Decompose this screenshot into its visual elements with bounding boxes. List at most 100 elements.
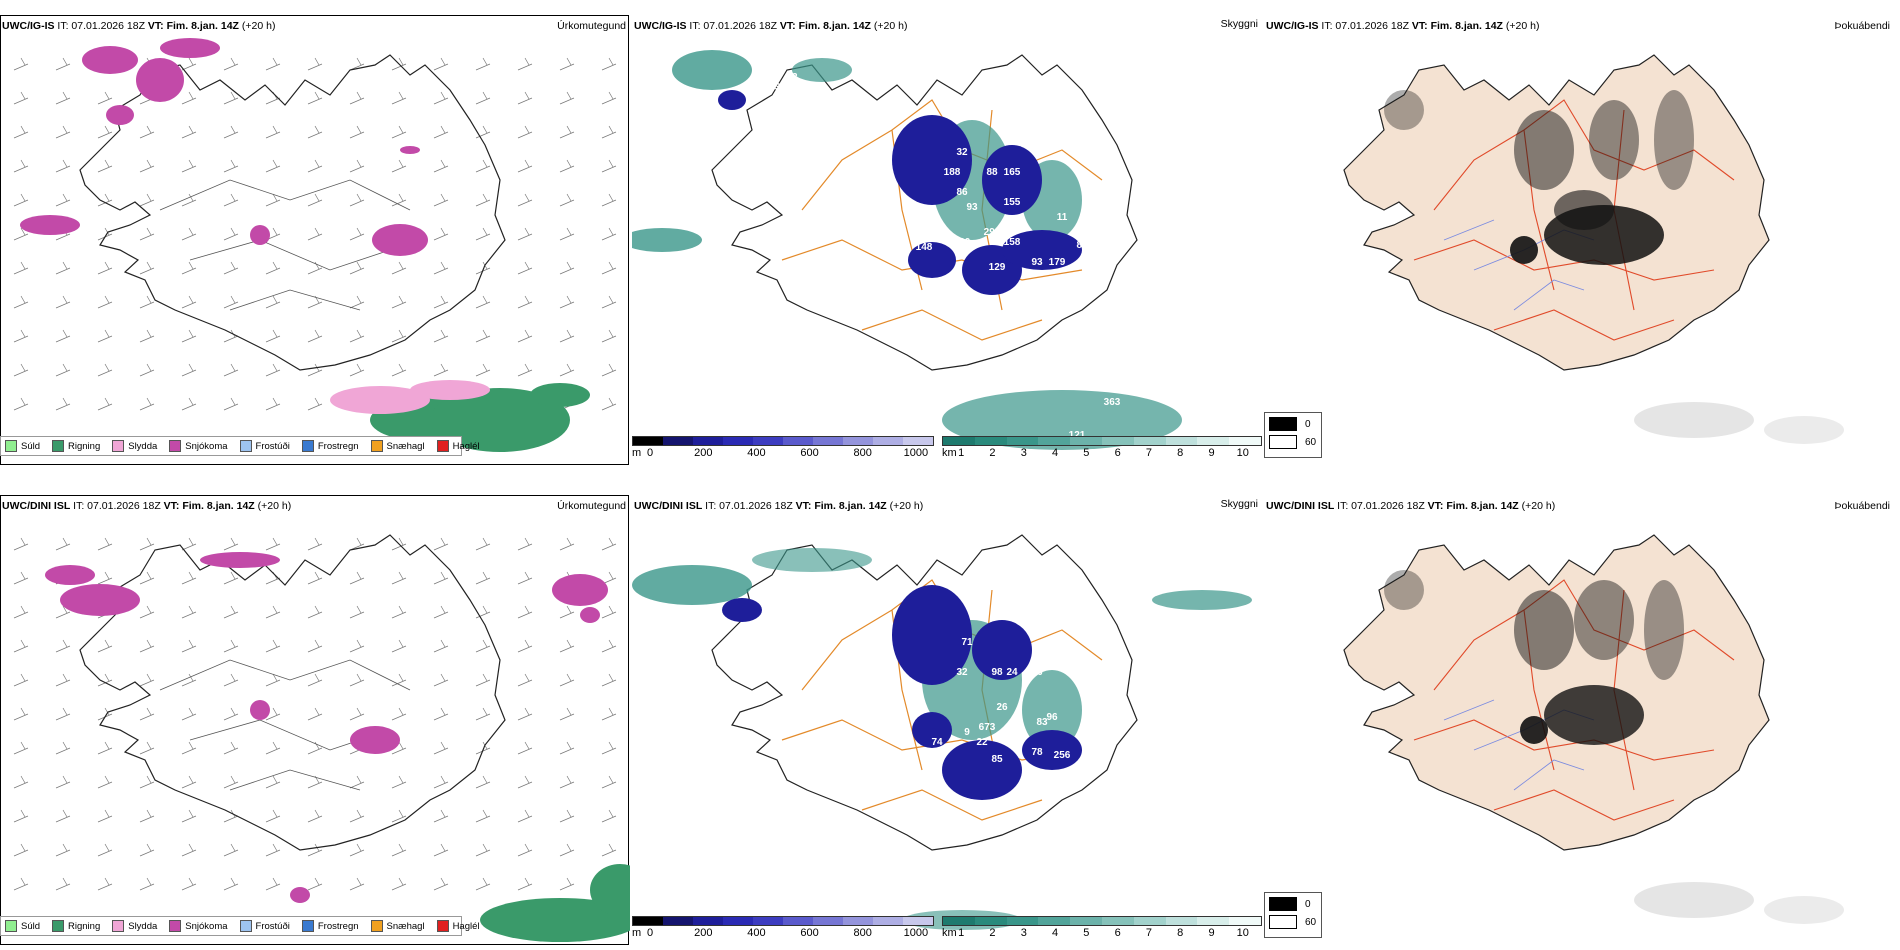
ceiling-value-label: 121 [1069,430,1086,441]
fog-area [1514,110,1574,190]
colorbar-gradient [942,436,1262,446]
ceiling-value-label: 158 [1004,237,1021,248]
ceiling-value-label: 130 [1224,887,1241,898]
iceland-coastline [79,54,506,371]
ceiling-area [892,115,972,205]
colorbar-segment [1070,917,1102,925]
ceiling-value-label: 11 [1057,212,1068,223]
colorbar-segment [943,917,975,925]
legend-swatch [169,440,182,452]
colorbar-tick-label: 5 [1083,927,1090,939]
precip-map-row2 [0,495,630,945]
legend-swatch [239,440,252,452]
fog-area [1589,100,1639,180]
precip-legend-row2: Súld Rigning Slydda Snjókoma Frostúði Frostre… [0,916,480,936]
legend-label: Súld [21,440,41,452]
ceiling-value-label: 98 [991,667,1003,678]
legend-swatch [239,920,252,932]
panel-title: Úrkomutegund [557,500,626,512]
colorbar-tick-label: 800 [853,927,872,939]
ceiling-value-label: 12 [786,72,798,83]
colorbar-segment [723,437,753,445]
ceiling-colorbar-row2: m 0 200 400 600 800 1000 [632,916,934,942]
colorbar-segment [1165,437,1198,445]
colorbar-tick-label: 2 [989,447,996,459]
fog-legend-row2: 0 60 [1264,892,1322,938]
legend-swatch [112,920,125,932]
fog-map-row2 [1343,534,1844,924]
colorbar-segment [1101,437,1134,445]
visibility-area [672,50,752,90]
fog-panel-row2: UWC/DINI ISL IT: 07.01.2026 18Z VT: Fim.… [1264,480,1894,946]
legend-swatch [52,920,65,932]
legend-item: Snjókoma [169,920,228,932]
colorbar-segment [693,437,723,445]
legend-item: Haglél [436,440,480,452]
fog-legend-value: 0 [1305,898,1311,910]
fog-map-row1 [1343,54,1844,444]
snow-area [290,887,310,903]
legend-label: Slydda [128,440,158,452]
ceiling-area [892,585,972,685]
ceiling-value-label: 32 [956,147,968,158]
roads [1413,579,1735,821]
legend-item: Súld [5,920,40,932]
ceiling-value-label: 124 [764,592,781,603]
legend-item: Frostúði [239,920,290,932]
ceiling-value-label: 165 [1004,167,1021,178]
colorbar-tick-label: 600 [800,447,819,459]
fog-panel-row1: UWC/IG-IS IT: 07.01.2026 18Z VT: Fim. 8.… [1264,0,1894,466]
ceiling-value-label: 71 [1086,727,1098,738]
visibility-colorbar-row2: km 1 2 3 4 5 6 7 8 9 10 [942,916,1262,942]
legend-item: Súld [5,440,40,452]
legend-label: Slydda [128,920,158,932]
ceiling-value-label: 363 [1104,397,1121,408]
iceland-coastline [1343,534,1770,851]
colorbar-segment [783,917,813,925]
legend-label: Frostregn [317,920,359,932]
colorbar-ticks: m 0 200 400 600 800 1000 [632,926,934,940]
rain-area [430,388,570,452]
ceiling-value-label: 7 [769,117,775,128]
legend-swatch [370,440,383,452]
colorbar-unit: km [942,927,957,939]
colorbar-tick-label: 8 [1177,447,1184,459]
ceiling-value-label: 83 [1036,717,1048,728]
fog-area [1764,896,1844,924]
roads [1413,99,1735,341]
legend-item: Slydda [112,920,157,932]
ceiling-colorbar-row1: m 0 200 400 600 800 1000 [632,436,934,462]
legend-swatch [301,920,314,932]
fog-area [1634,882,1754,918]
fog-area [1764,416,1844,444]
iceland-coastline [79,534,506,851]
colorbar-tick-label: 7 [1145,927,1152,939]
colorbar-segment [753,437,783,445]
colorbar-segment [1229,917,1261,925]
panel-header: UWC/DINI ISL IT: 07.01.2026 18Z VT: Fim.… [634,500,924,512]
ceiling-area [972,620,1032,680]
ceiling-value-label: 32 [956,667,968,678]
legend-label: Haglél [452,920,480,932]
colorbar-tick-label: 2 [989,927,996,939]
snow-area [200,552,280,568]
cloud-map-row1: 363 12 7 32 188 86 93 88 165 155 292 100 148 158 129 93… [632,50,1182,450]
colorbar-segment [903,917,933,925]
colorbar-tick-label: 6 [1114,927,1121,939]
ceiling-value-label: 85 [991,754,1003,765]
iceland-coastline [711,534,1138,851]
fog-area [1574,580,1634,660]
ceiling-area [1002,230,1082,270]
colorbar-segment [1197,437,1230,445]
ceiling-value-label: 100 [954,237,971,248]
fog-area [1510,236,1538,264]
colorbar-segment [903,437,933,445]
legend-swatch [5,440,17,452]
ceiling-value-label: 148 [916,242,933,253]
precip-panel-row1: UWC/IG-IS IT: 07.01.2026 18Z VT: Fim. 8.… [0,0,630,466]
colorbar-segment [1070,437,1102,445]
precip-panel-row2: UWC/DINI ISL IT: 07.01.2026 18Z VT: Fim.… [0,480,630,946]
roads [159,659,411,791]
colorbar-tick-label: 3 [1020,447,1027,459]
snow-area [82,46,138,74]
